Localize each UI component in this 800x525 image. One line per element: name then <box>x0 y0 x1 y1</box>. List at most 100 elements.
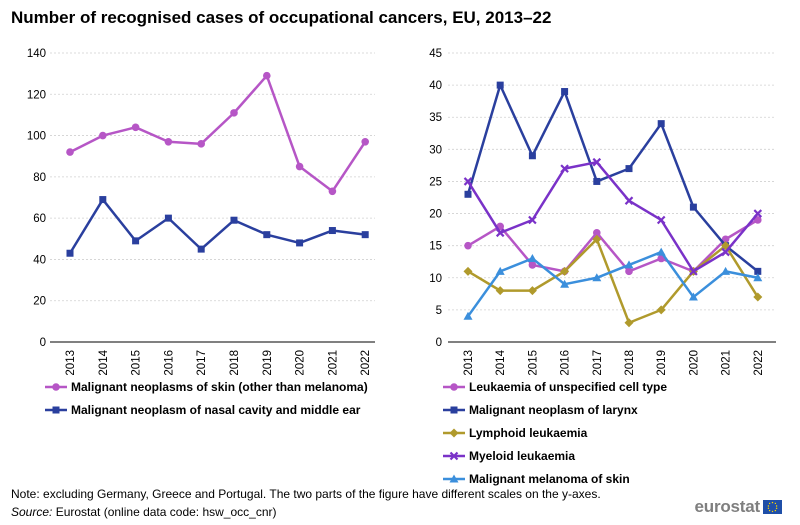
series-line-1-1 <box>466 83 759 273</box>
data-point-1-3-5 <box>624 196 634 205</box>
series-line-0-1 <box>68 198 366 254</box>
data-point-0-1-4 <box>197 245 205 253</box>
data-point-1-1-1 <box>496 81 504 89</box>
y-tick-label-1-5: 5 <box>436 305 442 317</box>
data-point-0-1-0 <box>66 249 74 257</box>
x-tick-label-1-2016: 2016 <box>560 350 572 376</box>
data-point-1-2-0 <box>463 266 473 276</box>
x-tick-label-1-2014: 2014 <box>495 349 507 375</box>
footnote: Note: excluding Germany, Greece and Port… <box>11 487 601 501</box>
eurostat-logo: eurostat <box>695 497 782 517</box>
legend-marker-1-3 <box>449 451 459 461</box>
data-point-1-3-3 <box>560 164 569 173</box>
data-point-1-2-5 <box>624 318 634 328</box>
data-point-1-2-1 <box>495 286 505 296</box>
series-line-1-0 <box>467 218 759 273</box>
x-tick-label-0-2021: 2021 <box>327 350 339 376</box>
data-point-0-1-1 <box>99 196 107 204</box>
data-point-0-1-6 <box>263 231 271 239</box>
legend-label-0-0: Malignant neoplasms of skin (other than … <box>71 380 368 394</box>
legend-marker-1-4 <box>449 474 459 483</box>
y-tick-label-0-20: 20 <box>33 296 46 308</box>
logo-text: eurostat <box>694 497 761 516</box>
x-tick-label-1-2018: 2018 <box>624 350 636 376</box>
y-tick-label-1-20: 20 <box>429 209 442 221</box>
chart-title: Number of recognised cases of occupation… <box>11 8 552 27</box>
series-line-0-0 <box>69 74 367 193</box>
data-point-0-0-2 <box>131 123 140 132</box>
legend-label-1-2: Lymphoid leukaemia <box>469 426 588 440</box>
data-point-0-1-5 <box>230 216 238 224</box>
legend-marker-1-2 <box>449 428 459 438</box>
data-point-1-1-9 <box>754 267 762 275</box>
legend-label-1-3: Myeloid leukaemia <box>469 449 575 463</box>
x-tick-label-0-2014: 2014 <box>98 349 110 375</box>
x-tick-label-0-2018: 2018 <box>229 350 241 376</box>
y-tick-label-0-60: 60 <box>33 213 46 225</box>
x-tick-label-0-2022: 2022 <box>360 350 372 376</box>
data-point-1-1-4 <box>593 177 601 185</box>
data-point-1-4-8 <box>721 266 731 275</box>
y-tick-label-1-35: 35 <box>429 112 442 124</box>
eu-flag-icon <box>763 500 782 514</box>
data-point-0-0-8 <box>328 187 337 196</box>
y-tick-label-1-10: 10 <box>429 273 442 285</box>
data-point-1-4-2 <box>527 254 537 263</box>
data-point-1-4-4 <box>592 273 602 282</box>
data-point-1-4-1 <box>495 266 505 275</box>
y-tick-label-1-40: 40 <box>429 80 442 92</box>
series-line-1-3 <box>466 160 759 273</box>
x-tick-label-0-2013: 2013 <box>65 350 77 376</box>
data-point-0-0-9 <box>361 137 370 146</box>
legend-label-1-0: Leukaemia of unspecified cell type <box>469 380 667 394</box>
x-tick-label-1-2013: 2013 <box>463 350 475 376</box>
data-point-1-1-5 <box>625 165 633 173</box>
x-tick-label-1-2015: 2015 <box>527 350 539 376</box>
data-point-0-0-5 <box>230 109 238 117</box>
y-tick-label-1-15: 15 <box>429 241 442 253</box>
x-tick-label-1-2022: 2022 <box>753 350 765 376</box>
series-line-1-4 <box>466 250 759 318</box>
y-tick-label-1-45: 45 <box>429 48 442 60</box>
y-tick-label-0-120: 120 <box>27 89 46 101</box>
x-tick-label-0-2019: 2019 <box>262 350 274 376</box>
data-point-1-3-6 <box>656 215 666 225</box>
legend-marker-0-0 <box>52 383 60 391</box>
data-point-0-0-6 <box>263 71 271 80</box>
x-tick-label-0-2020: 2020 <box>295 350 307 376</box>
data-point-1-1-7 <box>689 203 697 211</box>
data-point-1-3-2 <box>528 215 537 225</box>
x-tick-label-1-2019: 2019 <box>656 350 668 376</box>
y-tick-label-1-30: 30 <box>429 144 442 156</box>
y-tick-label-1-0: 0 <box>436 337 442 349</box>
y-tick-label-0-40: 40 <box>33 254 46 266</box>
legend-marker-1-0 <box>450 383 458 391</box>
data-point-1-0-0 <box>464 241 472 250</box>
data-point-0-0-7 <box>295 162 304 171</box>
data-point-0-1-3 <box>164 214 172 222</box>
data-point-1-4-6 <box>656 247 666 256</box>
data-point-1-0-9 <box>754 216 762 224</box>
data-point-0-0-4 <box>197 140 205 148</box>
legend-marker-1-1 <box>450 406 458 414</box>
y-tick-label-0-140: 140 <box>27 48 46 60</box>
data-point-0-0-0 <box>66 148 74 156</box>
data-point-1-0-8 <box>721 235 730 244</box>
data-point-1-2-3 <box>560 266 570 276</box>
data-point-1-0-5 <box>625 267 633 276</box>
x-tick-label-1-2017: 2017 <box>592 350 604 376</box>
x-tick-label-0-2017: 2017 <box>196 350 208 376</box>
x-tick-label-0-2015: 2015 <box>131 350 143 376</box>
x-tick-label-1-2020: 2020 <box>688 350 700 376</box>
data-point-0-1-2 <box>132 237 140 245</box>
data-point-1-2-2 <box>527 286 537 296</box>
source-label: Source: <box>11 505 53 519</box>
data-point-1-0-4 <box>593 229 601 237</box>
data-point-1-2-4 <box>592 234 602 244</box>
y-tick-label-0-100: 100 <box>27 131 46 143</box>
data-point-1-3-9 <box>753 209 763 218</box>
data-point-1-4-0 <box>463 311 473 320</box>
data-point-1-1-6 <box>657 120 665 128</box>
data-point-1-4-7 <box>688 292 698 301</box>
